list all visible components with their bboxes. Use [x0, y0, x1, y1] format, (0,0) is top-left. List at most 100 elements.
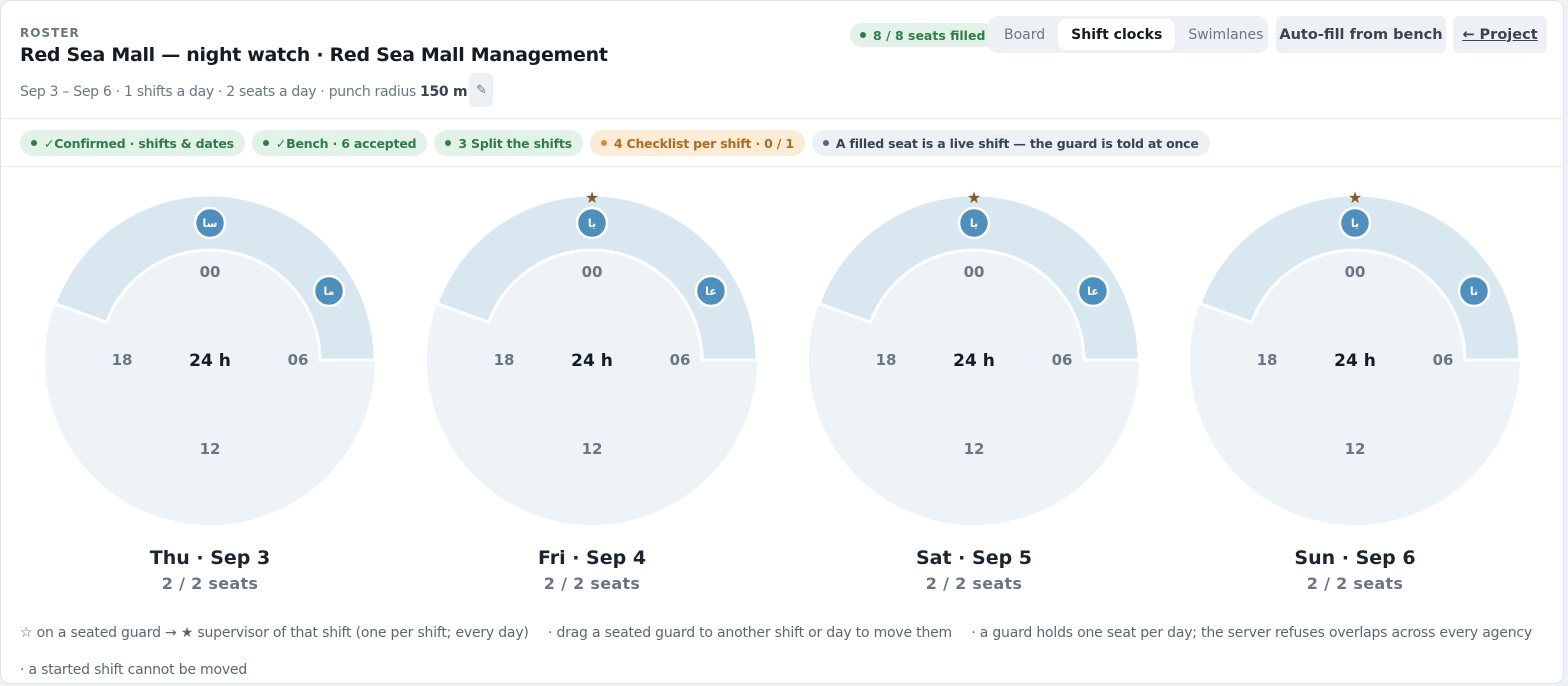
status-dot-icon: [445, 140, 452, 146]
guard-initials: عا: [1087, 285, 1099, 298]
clock-inner: [484, 252, 700, 468]
edit-radius-button[interactable]: ✎: [469, 73, 494, 107]
hour-tick-label: 12: [964, 440, 985, 458]
help-started-shift: · a started shift cannot be moved: [20, 662, 248, 678]
shift-band[interactable]: [435, 193, 759, 362]
guard-avatar[interactable]: يا: [1338, 206, 1372, 240]
clock-seats-count: 2 / 2 seats: [543, 574, 641, 593]
help-one-seat: · a guard holds one seat per day; the se…: [971, 625, 1532, 641]
hour-tick-label: 12: [200, 440, 221, 458]
shift-band[interactable]: [817, 193, 1141, 362]
status-dot-icon: [600, 140, 607, 146]
hour-tick-label: 00: [964, 263, 985, 281]
progress-steps: ✓Confirmed · shifts & dates ✓Bench · 6 a…: [20, 130, 1210, 156]
guard-initials: عا: [705, 285, 717, 298]
help-footer: ☆ on a seated guard → ★ supervisor of th…: [20, 615, 1550, 683]
clock-seats-count: 2 / 2 seats: [161, 574, 259, 593]
guard-avatar-circle: [694, 274, 728, 308]
step-live-shift-note: A filled seat is a live shift — the guar…: [811, 130, 1210, 156]
clock-day-label: Thu · Sep 3: [149, 547, 271, 569]
status-dot-icon: [822, 140, 829, 146]
step-split-shifts[interactable]: 3 Split the shifts: [434, 130, 583, 156]
clock-day-label: Fri · Sep 4: [537, 547, 647, 569]
guard-avatar[interactable]: ما: [312, 274, 346, 308]
supervisor-star-icon[interactable]: ★: [967, 188, 981, 207]
clock-face: 00 06 12 18 24 h يا نا ★: [1190, 188, 1522, 525]
step-checklist[interactable]: 4 Checklist per shift · 0 / 1: [589, 130, 805, 156]
step-label: 3 Split the shifts: [458, 135, 572, 151]
roster-summary: Sep 3 – Sep 6 · 1 shifts a day · 2 seats…: [20, 73, 494, 107]
guard-initials: يا: [1351, 217, 1359, 230]
guard-avatar-circle: [957, 206, 991, 240]
hour-tick-label: 06: [1433, 351, 1454, 369]
step-confirmed[interactable]: ✓Confirmed · shifts & dates: [20, 130, 245, 156]
hour-tick-label: 18: [112, 351, 133, 369]
guard-avatar-circle: [1457, 274, 1491, 308]
step-label: ✓Confirmed · shifts & dates: [44, 135, 234, 151]
guard-avatar[interactable]: نا: [1457, 274, 1491, 308]
clock-face: 00 06 12 18 24 h سا ما: [45, 193, 377, 525]
shift-band[interactable]: [53, 193, 377, 362]
hour-tick-label: 12: [1345, 440, 1366, 458]
divider: [1, 166, 1563, 167]
hour-tick-label: 06: [1052, 351, 1073, 369]
hour-tick-label: 12: [582, 440, 603, 458]
hour-tick-label: 18: [494, 351, 515, 369]
back-to-project-link[interactable]: ← Project: [1453, 16, 1547, 53]
auto-fill-button[interactable]: Auto-fill from bench: [1276, 16, 1446, 53]
supervisor-star-icon[interactable]: ★: [1348, 188, 1362, 207]
guard-avatar-circle: [575, 206, 609, 240]
status-dot-icon: [860, 32, 866, 38]
hour-tick-label: 18: [1257, 351, 1278, 369]
shift-clock: 00 06 12 18 24 h سا ما Thu · Sep 3 2 / 2 seats: [40, 184, 380, 604]
roster-header: ROSTER Red Sea Mall — night watch · Red …: [1, 1, 1563, 119]
view-tab-board[interactable]: Board: [1004, 26, 1046, 43]
help-drag: · drag a seated guard to another shift o…: [547, 625, 952, 641]
status-dot-icon: [262, 140, 269, 146]
shift-clock: 00 06 12 18 24 h يا عا ★ Fri · Sep 4 2 / 2 seats: [422, 184, 762, 604]
shift-clock: 00 06 12 18 24 h يا عا ★ Sat · Sep 5 2 / 2 seats: [804, 184, 1144, 604]
hour-tick-label: 06: [670, 351, 691, 369]
guard-avatar[interactable]: يا: [575, 206, 609, 240]
clock-face: 00 06 12 18 24 h يا عا ★: [809, 188, 1141, 525]
step-bench[interactable]: ✓Bench · 6 accepted: [251, 130, 428, 156]
help-supervisor: ☆ on a seated guard → ★ supervisor of th…: [20, 625, 529, 641]
summary-text: Sep 3 – Sep 6 · 1 shifts a day · 2 seats…: [20, 84, 417, 100]
guard-avatar[interactable]: يا: [957, 206, 991, 240]
step-label: A filled seat is a live shift — the guar…: [835, 135, 1199, 151]
clock-face: 00 06 12 18 24 h يا عا ★: [427, 188, 759, 525]
clock-inner: [102, 252, 318, 468]
hour-tick-label: 00: [200, 263, 221, 281]
guard-initials: سا: [203, 217, 218, 230]
clock-seats-count: 2 / 2 seats: [1306, 574, 1404, 593]
shift-clock: 00 06 12 18 24 h يا نا ★ Sun · Sep 6 2 / 2 seats: [1185, 184, 1525, 604]
guard-avatar-circle: [312, 274, 346, 308]
shift-band[interactable]: [1198, 193, 1522, 362]
seats-filled-text: 8 / 8 seats filled: [873, 27, 986, 43]
clock-day-label: Sat · Sep 5: [915, 547, 1033, 569]
guard-avatar[interactable]: سا: [193, 206, 227, 240]
clock-center-label: 24 h: [571, 351, 613, 371]
guard-initials: يا: [588, 217, 596, 230]
step-label: ✓Bench · 6 accepted: [275, 135, 417, 151]
seats-filled-badge: 8 / 8 seats filled: [850, 23, 996, 47]
hour-tick-label: 18: [876, 351, 897, 369]
guard-avatar[interactable]: عا: [694, 274, 728, 308]
clock-day-label: Sun · Sep 6: [1294, 547, 1416, 569]
view-tab-shift-clocks[interactable]: Shift clocks: [1058, 19, 1176, 50]
hour-tick-label: 00: [582, 263, 603, 281]
supervisor-star-icon[interactable]: ★: [585, 188, 599, 207]
status-dot-icon: [31, 140, 37, 146]
guard-initials: يا: [970, 217, 978, 230]
hour-tick-label: 00: [1345, 263, 1366, 281]
guard-initials: ما: [324, 285, 335, 298]
view-tab-swimlanes[interactable]: Swimlanes: [1188, 26, 1264, 43]
guard-avatar[interactable]: عا: [1076, 274, 1110, 308]
clock-center-label: 24 h: [953, 351, 995, 371]
eyebrow-label: ROSTER: [20, 26, 80, 40]
clock-center-label: 24 h: [189, 351, 231, 371]
guard-initials: نا: [1470, 285, 1478, 298]
guard-avatar-circle: [1076, 274, 1110, 308]
clock-seats-count: 2 / 2 seats: [925, 574, 1023, 593]
